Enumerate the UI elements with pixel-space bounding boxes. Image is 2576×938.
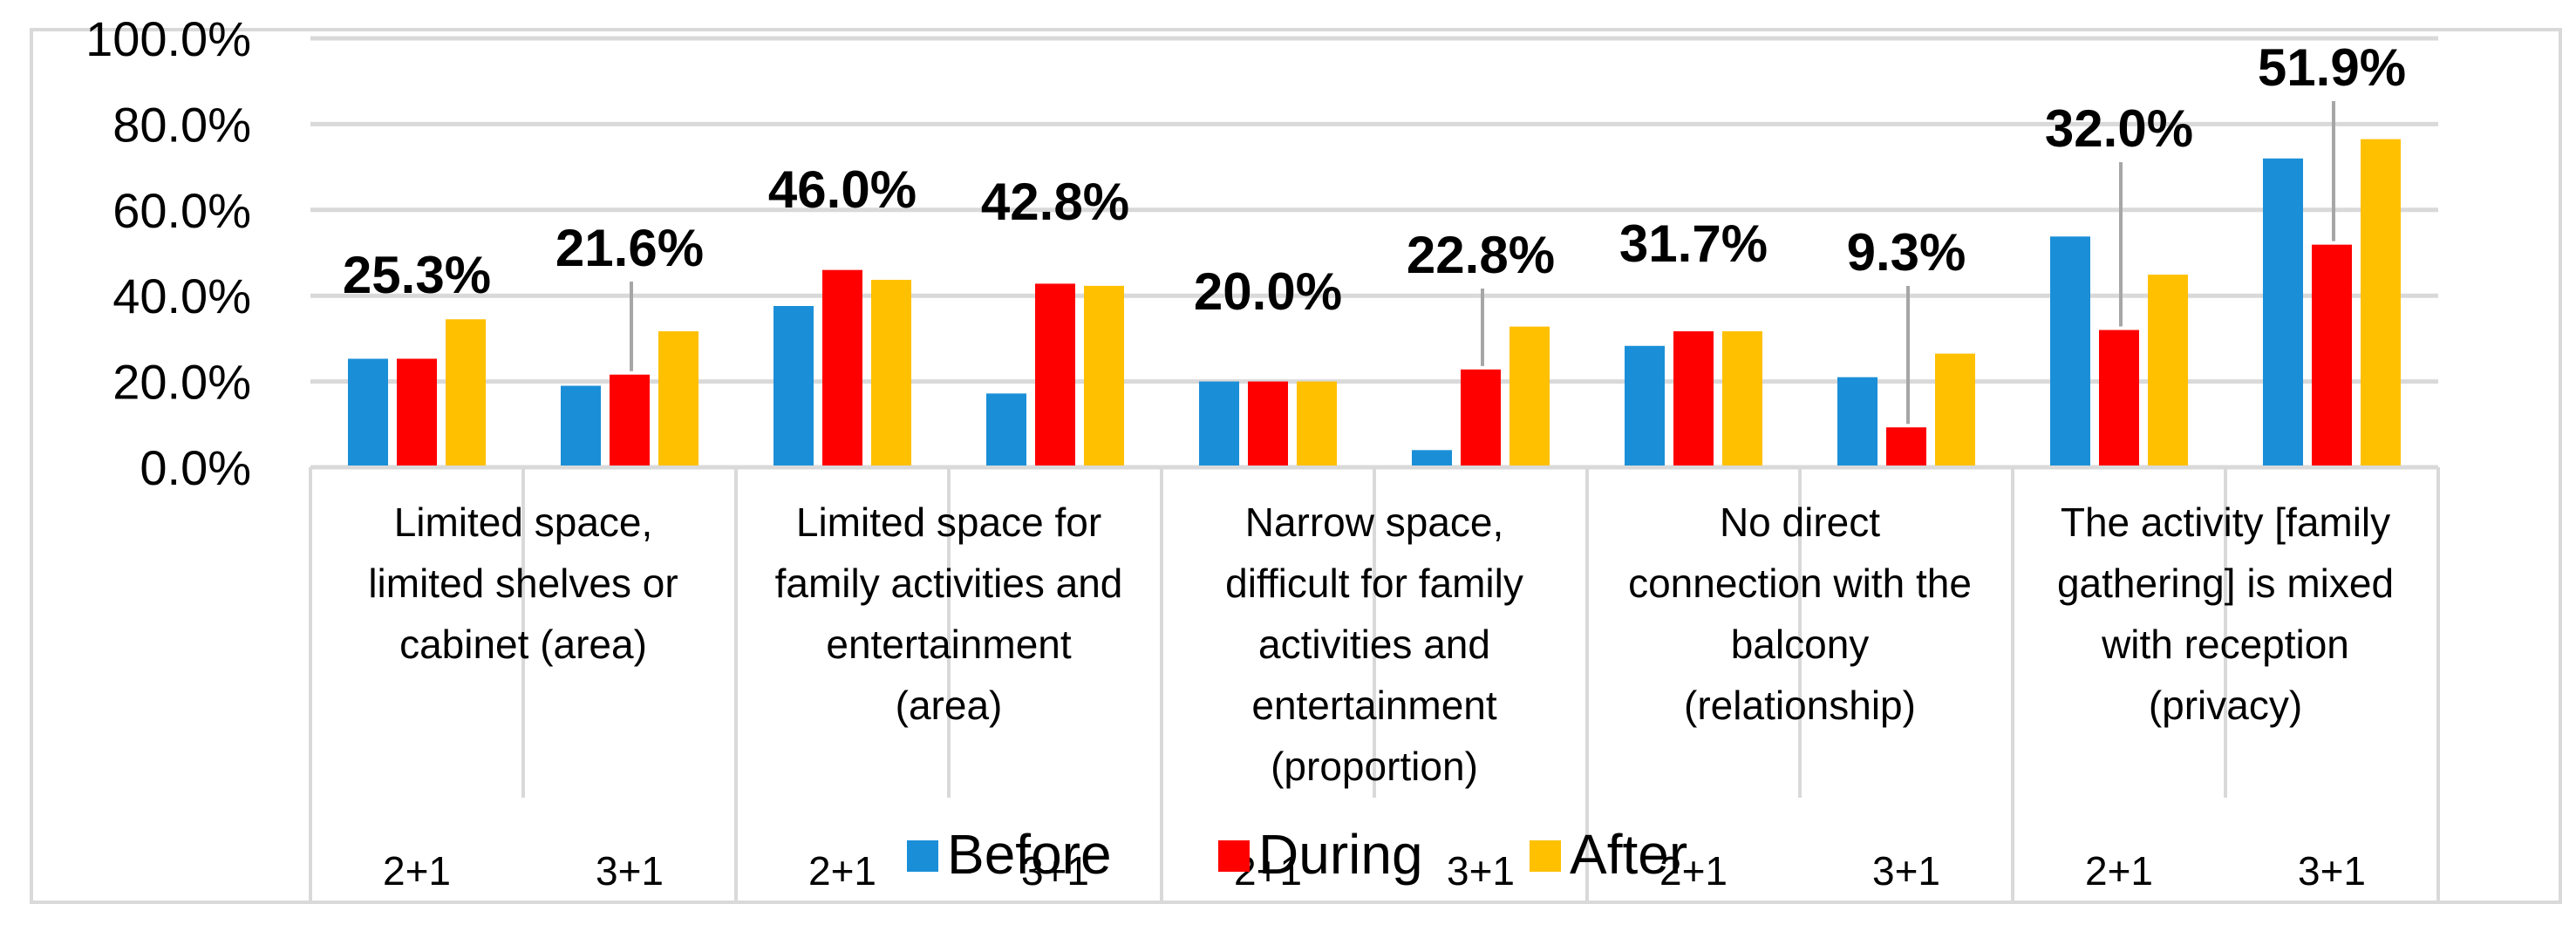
group-label-line: No direct: [1720, 500, 1880, 545]
group-label-line: connection with the: [1628, 561, 1972, 606]
bar-before: [348, 358, 388, 467]
y-tick-label: 20.0%: [112, 355, 251, 410]
bar-before: [2050, 236, 2090, 467]
legend-swatch-after: [1530, 840, 1561, 872]
bar-after: [2361, 139, 2401, 467]
bar-before: [1837, 377, 1877, 467]
y-tick-label: 80.0%: [112, 97, 251, 152]
bar-during: [2099, 330, 2139, 467]
category-tick-label: 3+1: [2298, 848, 2366, 894]
group-label-line: cabinet (area): [399, 622, 647, 667]
bar-during: [2312, 244, 2352, 467]
bar-after: [1935, 353, 1975, 467]
category-tick-label: 2+1: [808, 848, 876, 894]
group-label-line: difficult for family: [1225, 561, 1523, 606]
bar-during: [397, 358, 437, 467]
legend-label-before: Before: [947, 823, 1112, 886]
group-label-line: with reception: [2101, 622, 2349, 667]
bars: [348, 139, 2401, 467]
category-tick-label: 3+1: [1872, 848, 1940, 894]
group-label-line: The activity [family: [2061, 500, 2390, 545]
group-label-line: (privacy): [2149, 683, 2302, 728]
bar-before: [986, 393, 1026, 467]
group-label-line: limited shelves or: [368, 561, 678, 606]
bar-after: [1297, 381, 1337, 467]
group-label-line: Limited space for: [796, 500, 1101, 545]
group-label-line: (proportion): [1271, 744, 1478, 789]
data-label: 21.6%: [555, 219, 704, 277]
bar-before: [773, 306, 814, 467]
bar-before: [1412, 450, 1452, 467]
category-tick-label: 3+1: [1021, 848, 1089, 894]
y-tick-label: 100.0%: [85, 11, 251, 66]
legend: Before During After: [907, 823, 1687, 886]
bar-after: [446, 319, 486, 467]
group-label-line: Narrow space,: [1245, 500, 1504, 545]
group-label-line: gathering] is mixed: [2057, 561, 2394, 606]
data-label: 25.3%: [343, 246, 491, 304]
group-label-line: entertainment: [1251, 683, 1496, 728]
y-tick-label: 0.0%: [140, 440, 251, 495]
data-label: 42.8%: [981, 173, 1129, 231]
data-label: 51.9%: [2258, 38, 2406, 97]
category-tick-label: 3+1: [1447, 848, 1515, 894]
data-label: 31.7%: [1619, 214, 1768, 273]
group-label-line: activities and: [1258, 622, 1490, 667]
bar-during: [1461, 369, 1501, 467]
category-tick-label: 2+1: [1659, 848, 1728, 894]
data-label: 9.3%: [1847, 223, 1966, 282]
legend-swatch-during: [1218, 840, 1250, 872]
data-labels: 25.3% 21.6% 46.0% 42.8% 20.0% 22.8% 31.7% 9.3% 3…: [343, 38, 2406, 425]
legend-label-during: During: [1258, 823, 1423, 886]
data-label: 20.0%: [1194, 262, 1342, 321]
group-label-line: (area): [896, 683, 1003, 728]
category-tick-label: 3+1: [596, 848, 664, 894]
category-tick-label: 2+1: [2085, 848, 2153, 894]
bar-before: [561, 385, 601, 467]
bar-before: [1199, 381, 1239, 467]
bar-after: [1509, 326, 1550, 467]
bar-during: [610, 374, 650, 467]
group-label-line: Limited space,: [394, 500, 653, 545]
y-axis: 0.0% 20.0% 40.0% 60.0% 80.0% 100.0%: [85, 11, 251, 495]
bar-after: [1722, 331, 1762, 467]
bar-before: [1625, 345, 1665, 467]
data-label: 32.0%: [2045, 99, 2193, 158]
group-label-line: balcony: [1731, 622, 1870, 667]
category-tick-label: 2+1: [383, 848, 451, 894]
y-tick-label: 60.0%: [112, 183, 251, 238]
data-label: 46.0%: [768, 160, 917, 219]
legend-label-after: After: [1570, 823, 1687, 886]
bar-after: [871, 279, 911, 467]
bar-during: [1673, 331, 1714, 467]
group-label-line: entertainment: [826, 622, 1071, 667]
bar-during: [1248, 381, 1288, 467]
bar-after: [2148, 275, 2188, 467]
bar-after: [658, 331, 699, 467]
group-label-line: (relationship): [1684, 683, 1916, 728]
data-label: 22.8%: [1407, 226, 1555, 284]
bar-during: [822, 269, 862, 467]
bar-before: [2263, 158, 2303, 467]
legend-swatch-before: [907, 840, 938, 872]
bar-during: [1886, 427, 1926, 467]
bar-during: [1035, 283, 1075, 467]
group-label-line: family activities and: [775, 561, 1123, 606]
y-tick-label: 40.0%: [112, 268, 251, 323]
bar-after: [1084, 285, 1124, 467]
